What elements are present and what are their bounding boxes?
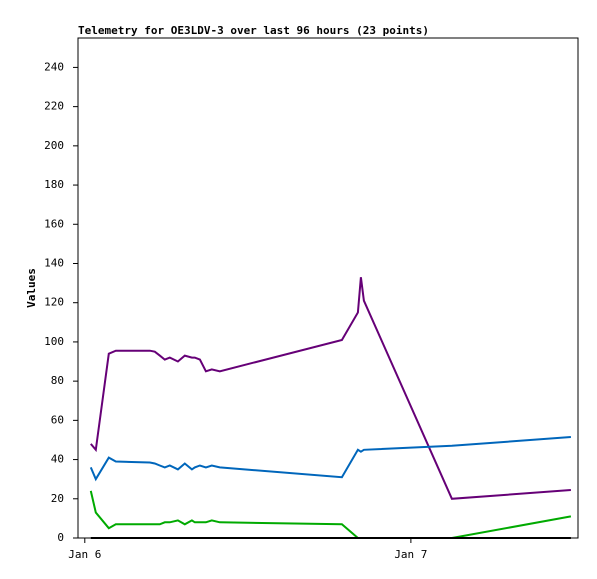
y-tick-label: 0 bbox=[57, 531, 64, 544]
y-tick-label: 120 bbox=[44, 296, 64, 309]
y-tick-label: 20 bbox=[51, 492, 64, 505]
y-tick-label: 180 bbox=[44, 178, 64, 191]
x-tick-label: Jan 7 bbox=[394, 548, 427, 561]
y-axis-label: Values bbox=[25, 268, 38, 308]
y-tick-label: 40 bbox=[51, 453, 64, 466]
series-line bbox=[89, 436, 571, 482]
y-tick-label: 240 bbox=[44, 60, 64, 73]
y-tick-label: 100 bbox=[44, 335, 64, 348]
y-tick-label: 80 bbox=[51, 374, 64, 387]
y-tick-label: 220 bbox=[44, 100, 64, 113]
y-tick-label: 60 bbox=[51, 413, 64, 426]
y-tick-label: 140 bbox=[44, 256, 64, 269]
y-tick-label: 160 bbox=[44, 217, 64, 230]
x-tick-label: Jan 6 bbox=[68, 548, 101, 561]
series-line bbox=[89, 490, 572, 539]
y-tick-label: 200 bbox=[44, 139, 64, 152]
chart-title: Telemetry for OE3LDV-3 over last 96 hour… bbox=[78, 24, 429, 37]
series-line bbox=[90, 277, 571, 500]
